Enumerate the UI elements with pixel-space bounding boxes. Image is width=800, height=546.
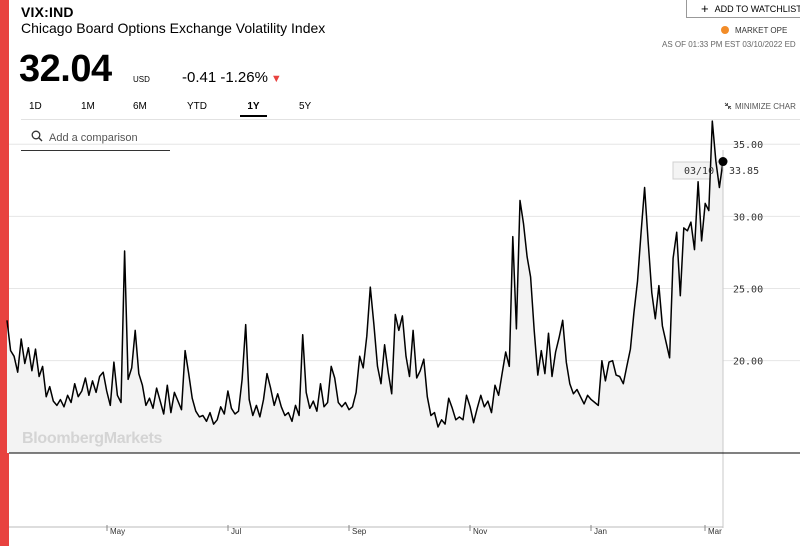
market-status: MARKET OPE: [735, 26, 788, 35]
comparison-search-input[interactable]: [47, 128, 171, 148]
y-tick-label: 25.00: [733, 285, 763, 296]
price-line: [6, 120, 724, 428]
market-status-dot: [721, 26, 729, 34]
plus-icon: +: [701, 1, 709, 16]
x-tick-label: Nov: [473, 527, 487, 536]
crosshair-value-box: [725, 162, 765, 179]
change-value: -0.41: [182, 69, 217, 86]
watchlist-label: ADD TO WATCHLIST: [714, 4, 800, 14]
ticker-symbol: VIX:IND: [21, 4, 74, 20]
x-axis: May Jul Sep Nov Jan Mar: [106, 525, 722, 536]
comparison-search[interactable]: [21, 124, 171, 151]
crosshair-value: 33.85: [729, 166, 759, 177]
currency-label: USD: [133, 75, 150, 84]
x-tick-label: Sep: [352, 527, 367, 536]
security-name: Chicago Board Options Exchange Volatilit…: [21, 20, 326, 36]
y-tick-label: 35.00: [733, 140, 763, 151]
accent-bar: [0, 0, 9, 546]
range-tab-1d[interactable]: 1D: [29, 101, 42, 112]
as-of-timestamp: AS OF 01:33 PM EST 03/10/2022 ED: [662, 40, 796, 49]
crosshair-date: 03/10: [684, 166, 714, 177]
search-icon: [31, 130, 43, 142]
range-tab-5y[interactable]: 5Y: [299, 101, 312, 112]
minimize-label: MINIMIZE CHAR: [735, 102, 796, 111]
x-tick-label: Mar: [708, 527, 722, 536]
down-arrow-icon: ▼: [270, 73, 282, 85]
change-percent: -1.26%: [220, 69, 268, 86]
y-axis: 20.00 25.00 30.00 35.00: [733, 140, 763, 367]
y-tick-label: 20.00: [733, 357, 763, 368]
range-tab-1y[interactable]: 1Y: [240, 101, 267, 117]
x-tick-label: Jan: [594, 527, 607, 536]
range-tab-6m[interactable]: 6M: [133, 101, 147, 112]
add-to-watchlist-button[interactable]: + ADD TO WATCHLIST: [686, 0, 800, 18]
minimize-icon: [724, 102, 732, 110]
range-tab-1m[interactable]: 1M: [81, 101, 95, 112]
last-price-point: [718, 157, 728, 167]
price-value: 32.04: [19, 48, 112, 90]
range-tab-ytd[interactable]: YTD: [187, 101, 207, 112]
toolbar-divider: [21, 119, 800, 120]
y-tick-label: 30.00: [733, 212, 763, 223]
minimize-chart-button[interactable]: MINIMIZE CHAR: [724, 102, 796, 111]
price-change: -0.41 -1.26% ▼: [182, 69, 282, 86]
x-tick-label: May: [110, 527, 125, 536]
price-area: [7, 121, 723, 453]
x-tick-label: Jul: [231, 527, 241, 536]
watermark-logo: BloombergMarkets: [22, 430, 163, 447]
